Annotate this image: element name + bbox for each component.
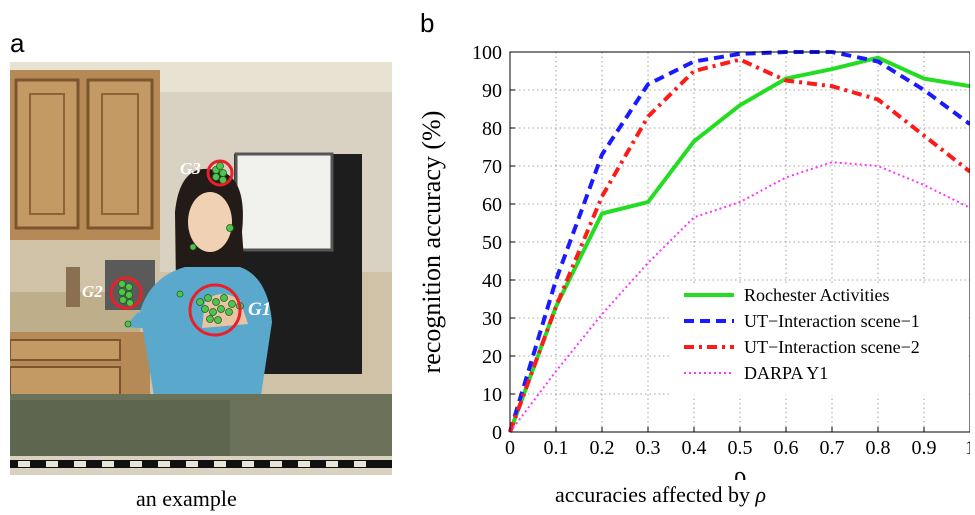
- y-tick-label: 0: [492, 422, 502, 444]
- panel-label-a: a: [10, 28, 25, 58]
- x-tick-label: 0.3: [636, 437, 661, 459]
- panel-label-b: b: [420, 8, 435, 38]
- series-line-1: [508, 50, 970, 433]
- group-label-g2: G2: [82, 282, 103, 301]
- group-g2-marker: [109, 276, 143, 310]
- x-tick-label: 0: [505, 437, 515, 459]
- group-label-g3: G3: [180, 159, 201, 178]
- x-tick-label: 0.8: [866, 437, 891, 459]
- y-ticks: 0 10 20 30 40 50 60 70 80 90 100: [472, 42, 515, 444]
- legend-label: UT−Interaction scene−2: [744, 337, 920, 357]
- feature-points: [118, 162, 244, 328]
- y-tick-label: 10: [482, 384, 502, 406]
- x-tick-label: 0.1: [544, 437, 569, 459]
- right-caption-symbol: ρ: [755, 482, 767, 507]
- chart-series: [508, 50, 970, 433]
- x-axis-label: ρ: [734, 461, 747, 480]
- legend-label: DARPA Y1: [744, 363, 828, 383]
- chart-legend: Rochester Activities UT−Interaction scene…: [672, 283, 968, 395]
- y-tick-label: 70: [482, 156, 502, 178]
- y-tick-label: 80: [482, 118, 502, 140]
- group-g1-marker: [188, 283, 242, 337]
- y-tick-label: 30: [482, 308, 502, 330]
- accuracy-chart: 0 0.1 0.2 0.3 0.4 0.5 0.6 0.7 0.8 0.9 1 0 10 20 30 40 5…: [417, 42, 970, 480]
- x-tick-label: 0.6: [774, 437, 799, 459]
- legend-label: UT−Interaction scene−1: [744, 311, 920, 331]
- x-ticks: 0 0.1 0.2 0.3 0.4 0.5 0.6 0.7 0.8 0.9 1: [505, 427, 970, 459]
- y-tick-label: 90: [482, 80, 502, 102]
- left-caption: an example: [136, 486, 237, 511]
- legend-box: [672, 283, 968, 395]
- legend-label: Rochester Activities: [744, 285, 889, 305]
- y-tick-label: 60: [482, 194, 502, 216]
- right-caption-text: accuracies affected by: [555, 482, 756, 507]
- right-caption: accuracies affected by ρ: [555, 482, 766, 508]
- group-label-g1: G1: [248, 299, 271, 320]
- group-g3-marker: [206, 159, 234, 187]
- x-tick-label: 0.5: [728, 437, 753, 459]
- x-tick-label: 0.4: [682, 437, 707, 459]
- series-line-2: [508, 57, 970, 433]
- x-tick-label: 1: [965, 437, 970, 459]
- y-tick-label: 20: [482, 346, 502, 368]
- y-tick-label: 40: [482, 270, 502, 292]
- x-tick-label: 0.9: [912, 437, 937, 459]
- y-axis-label: recognition accuracy (%): [417, 111, 446, 374]
- example-photo: G3 G2 G1: [10, 62, 392, 475]
- y-tick-label: 50: [482, 232, 502, 254]
- y-tick-label: 100: [472, 42, 502, 64]
- x-tick-label: 0.7: [820, 437, 845, 459]
- x-tick-label: 0.2: [590, 437, 615, 459]
